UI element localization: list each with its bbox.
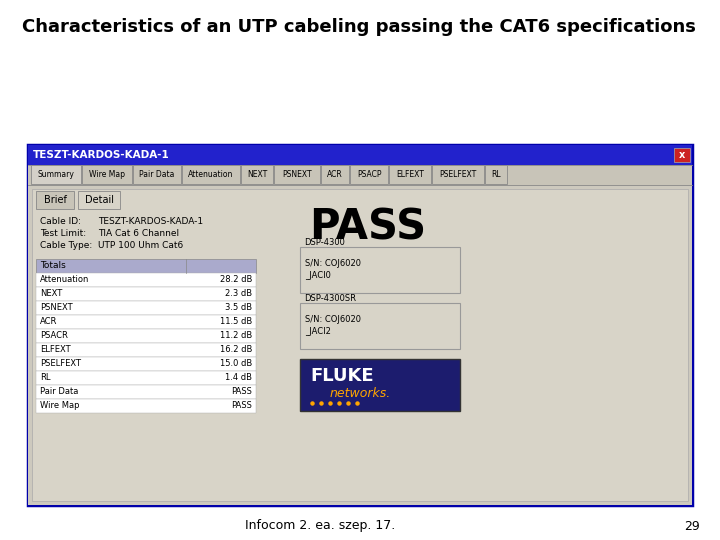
- Text: Brief: Brief: [44, 195, 66, 205]
- Text: PASS: PASS: [231, 402, 252, 410]
- Text: 1.4 dB: 1.4 dB: [225, 374, 252, 382]
- Text: PSELFEXT: PSELFEXT: [40, 360, 81, 368]
- Text: DSP-4300: DSP-4300: [304, 238, 345, 247]
- Bar: [36, 273, 256, 287]
- Bar: [36, 259, 256, 273]
- Text: TESZT-KARDOS-KADA-1: TESZT-KARDOS-KADA-1: [98, 217, 203, 226]
- Text: 28.2 dB: 28.2 dB: [220, 275, 252, 285]
- Text: PSACR: PSACR: [40, 332, 68, 341]
- Bar: [78, 191, 120, 209]
- Bar: [36, 399, 256, 413]
- Text: S/N: COJ6020: S/N: COJ6020: [305, 315, 361, 324]
- Text: Attenuation: Attenuation: [40, 275, 89, 285]
- Text: ELFEXT: ELFEXT: [40, 346, 71, 354]
- Text: Wire Map: Wire Map: [40, 402, 79, 410]
- Bar: [182, 165, 240, 184]
- Text: PSELFEXT: PSELFEXT: [439, 170, 477, 179]
- Text: PASS: PASS: [310, 207, 426, 249]
- Bar: [36, 191, 74, 209]
- Bar: [674, 148, 690, 162]
- Text: 16.2 dB: 16.2 dB: [220, 346, 252, 354]
- Text: NEXT: NEXT: [247, 170, 267, 179]
- Text: Totals: Totals: [40, 261, 66, 271]
- Text: Detail: Detail: [84, 195, 114, 205]
- Bar: [28, 145, 692, 505]
- Bar: [485, 165, 507, 184]
- Text: UTP 100 Uhm Cat6: UTP 100 Uhm Cat6: [98, 241, 184, 250]
- Bar: [300, 359, 460, 411]
- Text: 11.5 dB: 11.5 dB: [220, 318, 252, 327]
- Bar: [321, 165, 349, 184]
- Text: Summary: Summary: [37, 170, 74, 179]
- Text: Cable ID:: Cable ID:: [40, 217, 81, 226]
- Text: x: x: [679, 150, 685, 160]
- Text: NEXT: NEXT: [40, 289, 62, 299]
- Text: 29: 29: [684, 519, 700, 532]
- Text: 3.5 dB: 3.5 dB: [225, 303, 252, 313]
- Text: PSNEXT: PSNEXT: [40, 303, 73, 313]
- Bar: [82, 165, 132, 184]
- Bar: [28, 185, 692, 505]
- Text: PSNEXT: PSNEXT: [282, 170, 312, 179]
- Text: Pair Data: Pair Data: [139, 170, 175, 179]
- Text: Characteristics of an UTP cabeling passing the CAT6 specifications: Characteristics of an UTP cabeling passi…: [22, 18, 696, 36]
- Text: ELFEXT: ELFEXT: [396, 170, 424, 179]
- Text: _JACI2: _JACI2: [305, 327, 331, 336]
- Text: DSP-4300SR: DSP-4300SR: [304, 294, 356, 303]
- Text: RL: RL: [40, 374, 50, 382]
- Bar: [300, 247, 460, 293]
- Text: S/N: COJ6020: S/N: COJ6020: [305, 259, 361, 268]
- Text: PASS: PASS: [231, 388, 252, 396]
- Text: networks.: networks.: [330, 387, 391, 400]
- Bar: [432, 165, 484, 184]
- Bar: [36, 357, 256, 371]
- Bar: [31, 165, 81, 184]
- Bar: [36, 315, 256, 329]
- Bar: [389, 165, 431, 184]
- Text: Test Limit:: Test Limit:: [40, 229, 86, 238]
- Bar: [28, 145, 692, 165]
- Text: FLUKE: FLUKE: [310, 367, 374, 385]
- Bar: [28, 165, 692, 185]
- Text: Infocom 2. ea. szep. 17.: Infocom 2. ea. szep. 17.: [245, 519, 395, 532]
- Bar: [300, 303, 460, 349]
- Text: Cable Type:: Cable Type:: [40, 241, 92, 250]
- Bar: [36, 371, 256, 385]
- Bar: [274, 165, 320, 184]
- Text: 11.2 dB: 11.2 dB: [220, 332, 252, 341]
- Text: _JACI0: _JACI0: [305, 271, 331, 280]
- Text: PSACP: PSACP: [356, 170, 382, 179]
- Text: TIA Cat 6 Channel: TIA Cat 6 Channel: [98, 229, 179, 238]
- Bar: [36, 343, 256, 357]
- Text: 15.0 dB: 15.0 dB: [220, 360, 252, 368]
- Text: ACR: ACR: [327, 170, 343, 179]
- Text: Attenuation: Attenuation: [189, 170, 234, 179]
- Text: 2.3 dB: 2.3 dB: [225, 289, 252, 299]
- Bar: [36, 301, 256, 315]
- Bar: [350, 165, 388, 184]
- Text: RL: RL: [491, 170, 501, 179]
- Bar: [36, 287, 256, 301]
- Bar: [133, 165, 181, 184]
- Bar: [36, 329, 256, 343]
- Text: Wire Map: Wire Map: [89, 170, 125, 179]
- Text: Pair Data: Pair Data: [40, 388, 78, 396]
- Bar: [32, 189, 688, 501]
- Text: ACR: ACR: [40, 318, 58, 327]
- Bar: [241, 165, 273, 184]
- Bar: [36, 385, 256, 399]
- Text: TESZT-KARDOS-KADA-1: TESZT-KARDOS-KADA-1: [33, 150, 170, 160]
